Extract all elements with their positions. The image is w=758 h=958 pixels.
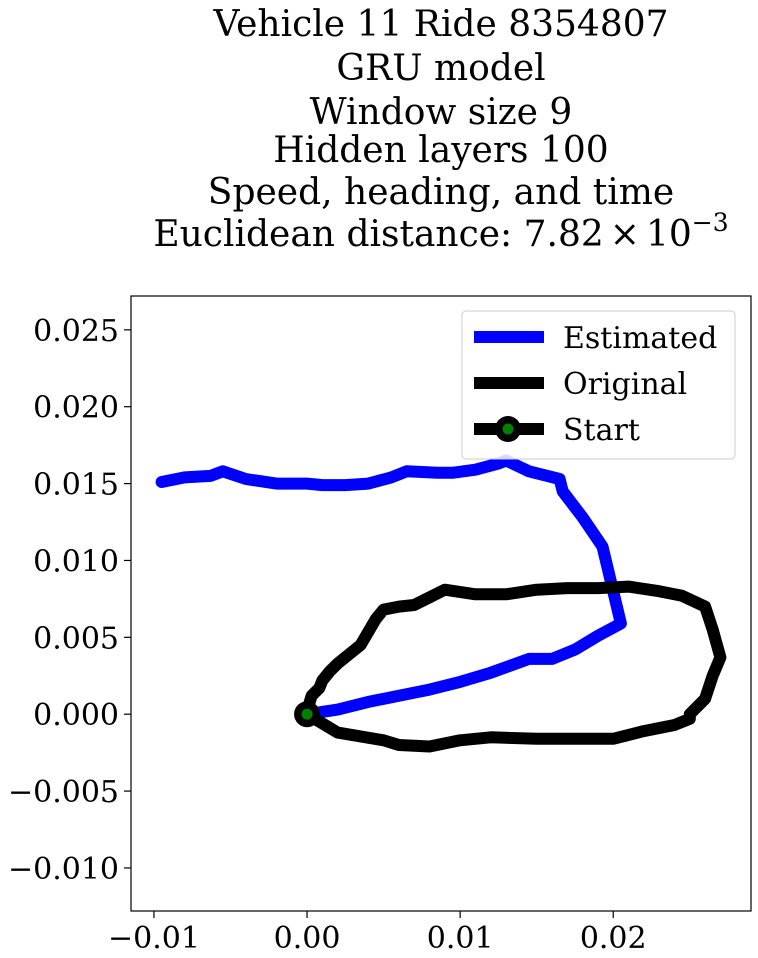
axes-frame xyxy=(130,295,752,912)
y-tick-label: 0.025 xyxy=(33,314,119,349)
title-distance-mantissa: 7.82 xyxy=(524,214,604,255)
title-distance: Euclidean distance: 7.82 × 10−3 xyxy=(153,208,728,255)
title-line: GRU model xyxy=(336,48,545,89)
title-distance-prefix: Euclidean distance: xyxy=(153,214,523,255)
y-tick-label: 0.000 xyxy=(33,698,119,733)
legend-label: Estimated xyxy=(563,321,717,356)
legend-label: Original xyxy=(563,367,687,402)
plot-area: −0.01 0.00 0.01 0.02 −0.010 −0.005 0.000 0.005 0… xyxy=(8,295,752,956)
x-tick-label: 0.00 xyxy=(274,921,341,956)
x-tick-label: −0.01 xyxy=(108,921,200,956)
y-tick-label: 0.005 xyxy=(33,621,119,656)
title-distance-times: × xyxy=(610,214,640,255)
title-distance-exponent: −3 xyxy=(692,208,729,237)
y-tick-label: 0.020 xyxy=(33,391,119,426)
x-tick-label: 0.02 xyxy=(580,921,647,956)
legend-box xyxy=(461,310,736,460)
legend-start-marker-inner xyxy=(502,423,514,435)
title-line: Hidden layers 100 xyxy=(273,130,608,171)
start-marker-inner xyxy=(301,708,313,720)
title-line: Vehicle 11 Ride 8354807 xyxy=(212,4,668,45)
y-tick-label: −0.010 xyxy=(8,852,119,887)
legend: Estimated Original Start xyxy=(461,310,736,460)
title-distance-base: 10 xyxy=(646,214,692,255)
title-line: Speed, heading, and time xyxy=(208,172,674,213)
y-tick-label: 0.010 xyxy=(33,544,119,579)
x-tick-label: 0.01 xyxy=(427,921,494,956)
y-tick-label: −0.005 xyxy=(8,775,119,810)
y-tick-label: 0.015 xyxy=(33,468,119,503)
series-group xyxy=(155,454,727,753)
legend-label: Start xyxy=(563,413,640,448)
series-line-estimated xyxy=(155,454,627,721)
title-line: Window size 9 xyxy=(310,92,573,133)
series-line-original xyxy=(301,580,727,753)
